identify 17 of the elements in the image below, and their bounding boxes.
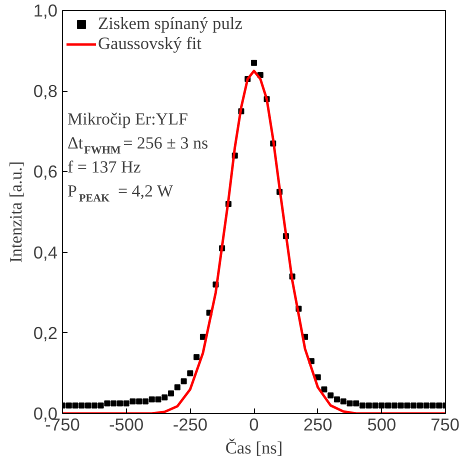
y-tick-label: 1,0 bbox=[33, 0, 58, 20]
annotation: Mikročip Er:YLF bbox=[68, 110, 188, 128]
x-tick-label: 250 bbox=[303, 414, 332, 434]
y-tick-label: 0,6 bbox=[33, 162, 58, 182]
y-axis-title: Intenzita [a.u.] bbox=[6, 161, 26, 263]
y-tick-label: 0,2 bbox=[33, 322, 58, 343]
y-tick-label: 0,8 bbox=[33, 81, 58, 102]
legend-label: Ziskem spínaný pulz bbox=[98, 14, 242, 34]
x-axis-title: Čas [ns] bbox=[225, 438, 283, 458]
legend-label: Gaussovský fit bbox=[98, 34, 202, 54]
y-tick-label: 0,4 bbox=[33, 242, 58, 262]
x-tick-label: 0 bbox=[249, 414, 259, 434]
x-tick-label: 500 bbox=[367, 414, 396, 434]
x-tick-label: 750 bbox=[430, 414, 459, 434]
x-tick-label: -250 bbox=[172, 414, 208, 434]
x-tick-label: -500 bbox=[108, 414, 144, 434]
annotation: f = 137 Hz bbox=[68, 158, 142, 176]
